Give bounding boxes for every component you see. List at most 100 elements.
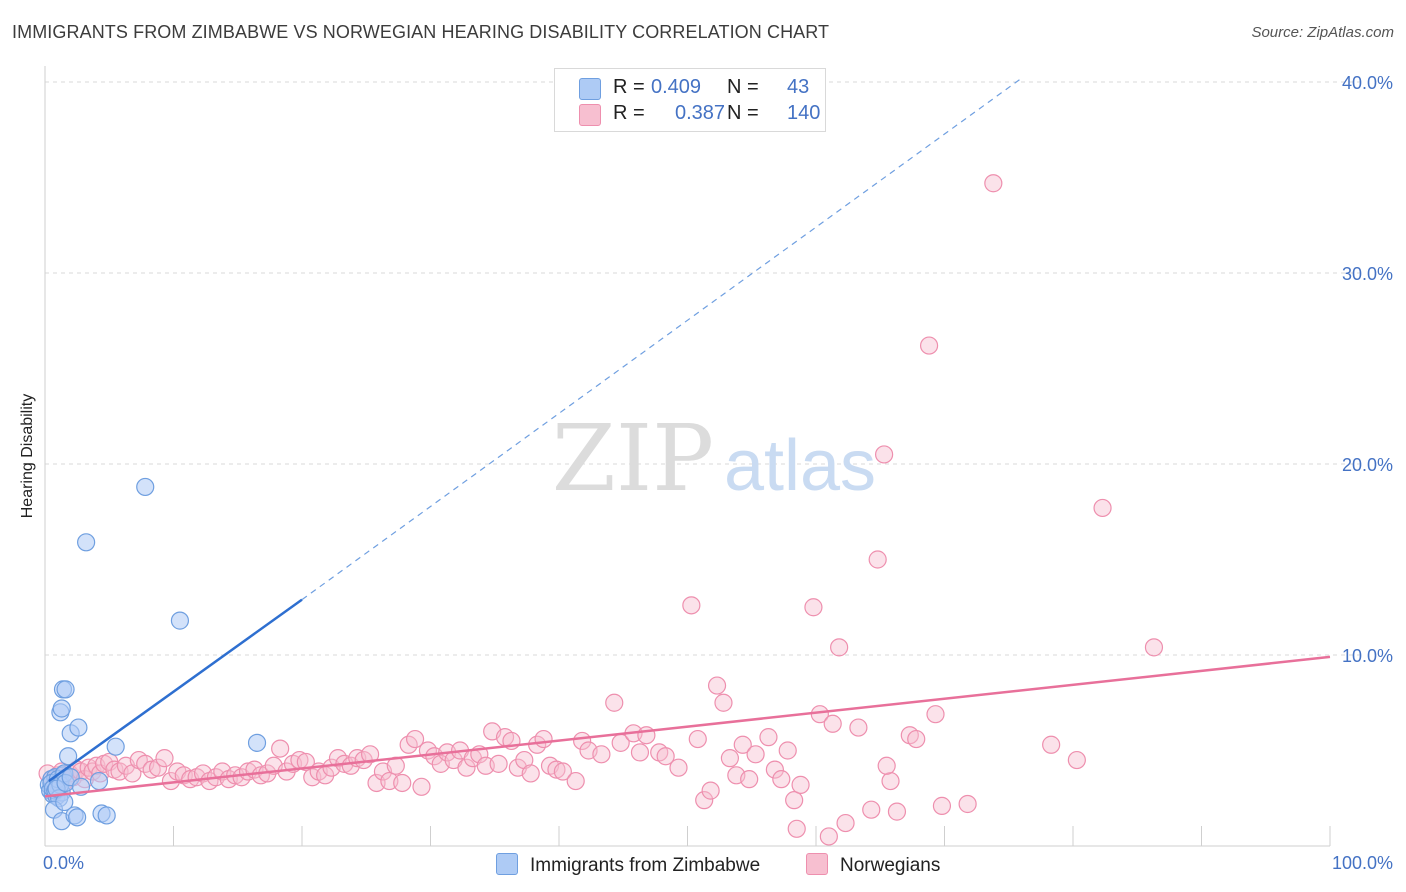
norwegians-point xyxy=(778,741,797,760)
norwegians-point xyxy=(740,770,759,789)
norwegians-point xyxy=(862,800,881,819)
norwegians-point xyxy=(720,749,740,768)
norwegians-point xyxy=(984,174,1003,193)
source-label: Source: ZipAtlas.com xyxy=(1251,24,1394,41)
legend-n-label: N = xyxy=(727,76,759,98)
norwegians-point xyxy=(746,745,765,764)
norwegians-trend-line xyxy=(44,655,1331,798)
y-tick-label: 30.0% xyxy=(1342,264,1393,284)
norwegians-point xyxy=(877,756,896,775)
norwegians-point xyxy=(881,771,900,791)
norwegians-point xyxy=(296,752,315,772)
norwegians-point xyxy=(1042,735,1061,754)
norwegians-point xyxy=(823,714,842,733)
norwegians-point xyxy=(804,598,823,617)
norwegians-point xyxy=(155,749,174,768)
norwegians-point xyxy=(682,596,701,615)
norwegians-point xyxy=(521,764,540,783)
bottom-legend-label: Norwegians xyxy=(840,855,941,876)
legend-swatch-blue xyxy=(579,78,601,100)
legend-n-label: N = xyxy=(727,102,759,124)
bottom-legend-norwegians: Norwegians xyxy=(806,853,940,877)
x-tick-label: 0.0% xyxy=(43,853,84,873)
zimbabwe-trend-extension xyxy=(301,77,1022,601)
norwegians-point xyxy=(271,739,290,758)
norwegians-point xyxy=(849,718,868,737)
norwegians-point xyxy=(669,758,688,777)
bottom-legend-swatch-blue xyxy=(496,853,518,875)
legend-r-value: 0.409 xyxy=(651,76,702,98)
bottom-legend-zimbabwe: Immigrants from Zimbabwe xyxy=(496,853,760,877)
zimbabwe-point xyxy=(247,733,267,752)
norwegians-point xyxy=(688,729,707,749)
norwegians-point xyxy=(405,729,425,749)
norwegians-point xyxy=(926,705,945,724)
gridlines xyxy=(45,81,1365,656)
bottom-legend-label: Immigrants from Zimbabwe xyxy=(530,855,761,876)
norwegians-point xyxy=(251,766,270,785)
legend-r-label: R = xyxy=(613,76,645,98)
norwegians-point xyxy=(787,819,806,838)
norwegians-point xyxy=(1144,638,1164,657)
norwegians-point xyxy=(605,693,624,712)
zimbabwe-point xyxy=(52,699,71,718)
norwegians-point xyxy=(830,638,849,657)
norwegians-point xyxy=(868,550,887,569)
zimbabwe-point xyxy=(89,771,109,791)
legend-r-value: 0.387 xyxy=(675,102,726,124)
norwegians-point xyxy=(707,676,727,695)
norwegians-point xyxy=(534,729,553,749)
zimbabwe-trend-line xyxy=(48,598,303,783)
correlation-legend: R = 0.409 N = 43 R = 0.387 N = 140 xyxy=(554,68,826,132)
norwegians-point xyxy=(142,760,161,779)
y-tick-labels: 10.0% 20.0% 30.0% 40.0% xyxy=(1342,73,1393,666)
norwegians-point xyxy=(772,770,791,789)
zimbabwe-point xyxy=(56,680,75,699)
norwegians-point xyxy=(592,745,611,764)
norwegians-point xyxy=(393,773,412,793)
watermark-atlas: atlas xyxy=(724,426,876,506)
bottom-legend-swatch-pink xyxy=(806,853,828,875)
y-tick-label: 10.0% xyxy=(1342,646,1393,666)
norwegians-point xyxy=(714,693,733,712)
norwegians-point xyxy=(553,762,572,781)
zimbabwe-point xyxy=(106,737,125,756)
norwegians-point xyxy=(566,771,585,791)
zimbabwe-point xyxy=(97,806,116,825)
x-tick-labels: 0.0% 100.0% xyxy=(43,853,1393,873)
norwegians-point xyxy=(733,735,752,754)
zimbabwe-point xyxy=(59,747,78,766)
zimbabwe-point xyxy=(136,477,155,497)
norwegians-point xyxy=(630,743,650,762)
norwegians-point xyxy=(765,760,784,779)
legend-n-value: 43 xyxy=(787,76,810,98)
watermark-zip: ZIP xyxy=(552,405,714,512)
norwegians-point xyxy=(547,760,566,779)
norwegians-point xyxy=(489,754,508,773)
zimbabwe-point xyxy=(68,808,87,827)
norwegians-point xyxy=(361,745,380,764)
norwegians-point xyxy=(887,802,907,821)
norwegians-point xyxy=(958,794,977,814)
zimbabwe-point xyxy=(77,533,96,552)
norwegians-point xyxy=(875,445,894,464)
legend-n-value: 140 xyxy=(787,102,821,124)
norwegians-point xyxy=(836,813,855,833)
axes xyxy=(44,66,1331,847)
norwegians-point xyxy=(656,747,675,766)
norwegians-point xyxy=(695,791,714,810)
norwegians-point xyxy=(457,758,476,777)
legend-swatch-pink xyxy=(579,104,601,126)
norwegians-point xyxy=(932,796,952,815)
trend-lines xyxy=(44,77,1331,798)
zimbabwe-point xyxy=(170,611,190,630)
norwegians-point xyxy=(907,729,926,749)
norwegians-point xyxy=(1093,498,1112,518)
chart-title: IMMIGRANTS FROM ZIMBABWE VS NORWEGIAN HE… xyxy=(12,22,830,42)
norwegians-point xyxy=(412,777,431,796)
legend-r-label: R = xyxy=(613,102,645,124)
norwegians-point xyxy=(785,791,804,810)
y-tick-label: 40.0% xyxy=(1342,73,1393,93)
y-tick-label: 20.0% xyxy=(1342,455,1393,475)
